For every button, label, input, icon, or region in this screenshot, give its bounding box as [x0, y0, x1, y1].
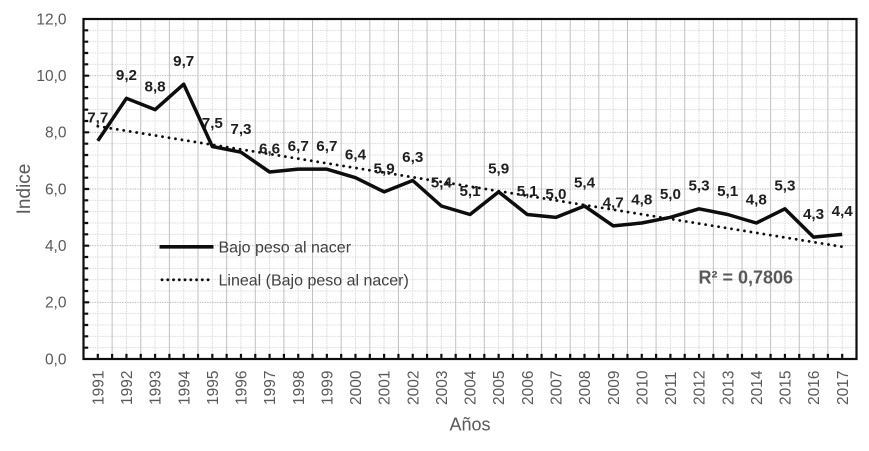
svg-text:5,0: 5,0 [660, 186, 681, 203]
svg-text:1999: 1999 [319, 371, 336, 405]
svg-text:5,9: 5,9 [488, 160, 509, 177]
svg-text:1994: 1994 [176, 370, 193, 405]
svg-text:2011: 2011 [663, 372, 680, 405]
svg-text:6,7: 6,7 [288, 138, 309, 155]
svg-text:1997: 1997 [262, 371, 279, 405]
svg-text:2,0: 2,0 [45, 295, 67, 312]
svg-text:2005: 2005 [491, 371, 508, 405]
svg-text:5,1: 5,1 [517, 183, 539, 200]
svg-text:5,0: 5,0 [545, 186, 566, 203]
svg-text:2012: 2012 [692, 371, 709, 405]
svg-text:Lineal (Bajo peso al nacer): Lineal (Bajo peso al nacer) [219, 272, 409, 289]
svg-text:7,5: 7,5 [202, 115, 224, 132]
svg-text:2009: 2009 [606, 371, 623, 405]
svg-text:2017: 2017 [835, 371, 852, 405]
svg-text:7,3: 7,3 [230, 121, 251, 138]
svg-text:6,3: 6,3 [402, 149, 423, 166]
svg-text:2013: 2013 [720, 371, 737, 405]
svg-text:1992: 1992 [119, 371, 136, 405]
svg-text:4,0: 4,0 [45, 238, 67, 255]
svg-text:2003: 2003 [434, 371, 451, 405]
svg-text:5,3: 5,3 [774, 177, 795, 194]
svg-text:8,8: 8,8 [145, 78, 166, 95]
svg-text:1998: 1998 [291, 371, 308, 405]
svg-text:4,8: 4,8 [746, 192, 767, 209]
svg-text:1996: 1996 [234, 371, 251, 405]
svg-text:5,4: 5,4 [431, 175, 453, 192]
svg-text:7,7: 7,7 [87, 109, 108, 126]
svg-text:6,4: 6,4 [345, 146, 367, 163]
svg-text:2004: 2004 [463, 370, 480, 405]
svg-text:2014: 2014 [749, 370, 766, 405]
svg-text:4,3: 4,3 [803, 206, 824, 223]
svg-text:5,1: 5,1 [717, 183, 739, 200]
svg-text:2002: 2002 [405, 371, 422, 405]
svg-text:0,0: 0,0 [45, 351, 67, 368]
svg-text:5,9: 5,9 [374, 160, 395, 177]
svg-text:R² = 0,7806: R² = 0,7806 [699, 268, 794, 288]
svg-text:4,7: 4,7 [603, 194, 624, 211]
svg-text:6,6: 6,6 [259, 141, 280, 158]
svg-text:2015: 2015 [778, 371, 795, 405]
svg-text:2010: 2010 [634, 370, 651, 405]
svg-text:9,2: 9,2 [116, 67, 137, 84]
svg-text:10,0: 10,0 [36, 68, 67, 85]
svg-text:1995: 1995 [205, 371, 222, 405]
svg-text:5,1: 5,1 [459, 183, 481, 200]
svg-text:8,0: 8,0 [45, 125, 67, 142]
svg-text:2007: 2007 [548, 371, 565, 405]
svg-text:5,3: 5,3 [688, 177, 709, 194]
svg-text:6,7: 6,7 [316, 138, 337, 155]
svg-text:4,8: 4,8 [631, 192, 652, 209]
svg-text:6,0: 6,0 [45, 181, 67, 198]
svg-text:2001: 2001 [377, 371, 394, 405]
svg-text:1991: 1991 [90, 371, 107, 405]
svg-text:12,0: 12,0 [36, 11, 67, 28]
svg-text:4,4: 4,4 [832, 203, 854, 220]
svg-text:5,4: 5,4 [574, 175, 596, 192]
svg-text:Años: Años [449, 415, 490, 435]
svg-text:2006: 2006 [520, 371, 537, 405]
svg-text:Indice: Indice [14, 164, 35, 215]
svg-text:2008: 2008 [577, 371, 594, 405]
svg-text:1993: 1993 [148, 371, 165, 405]
svg-text:2016: 2016 [806, 371, 823, 405]
svg-text:2000: 2000 [348, 370, 365, 405]
svg-text:Bajo peso al nacer: Bajo peso al nacer [219, 239, 352, 256]
svg-text:9,7: 9,7 [173, 53, 194, 70]
